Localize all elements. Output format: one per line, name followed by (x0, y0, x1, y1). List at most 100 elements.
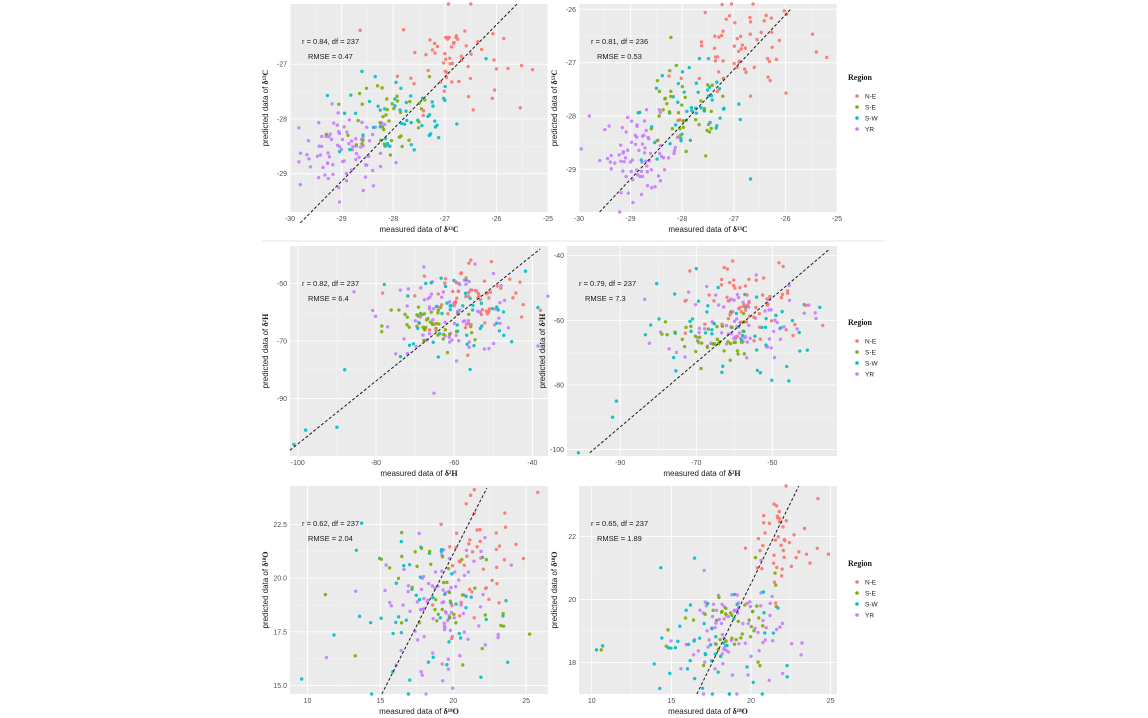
point-YR (674, 350, 679, 355)
point-YR (487, 346, 491, 351)
point-YR (440, 662, 444, 666)
point-YR (405, 304, 409, 308)
point-S-E (773, 571, 777, 575)
point-YR (673, 145, 677, 150)
point-N-E (821, 323, 825, 328)
y-tick-label: -28 (566, 114, 576, 121)
point-S-E (714, 642, 718, 646)
point-YR (679, 666, 683, 671)
point-YR (337, 200, 342, 204)
x-tick-label: 15 (667, 698, 675, 705)
point-YR (361, 188, 365, 193)
point-N-E (476, 291, 480, 295)
point-S-E (691, 618, 696, 622)
point-YR (439, 295, 444, 300)
point-S-E (707, 130, 712, 134)
point-S-E (501, 624, 506, 628)
x-axis-symbol: δ¹⁸O (733, 707, 748, 716)
point-YR (316, 175, 321, 180)
point-N-E (808, 561, 812, 565)
point-S-W (779, 326, 783, 330)
point-S-E (774, 583, 778, 587)
point-YR (371, 168, 375, 173)
point-N-E (732, 61, 736, 66)
point-N-E (740, 43, 745, 47)
y-axis-symbol: δ¹³C (550, 70, 559, 85)
point-S-W (740, 333, 745, 338)
point-YR (472, 559, 476, 563)
one-to-one-line (381, 487, 488, 695)
point-YR (326, 151, 330, 155)
y-tick-label: 20.0 (273, 576, 287, 583)
annotation-r: r = 0.79, df = 237 (579, 279, 636, 288)
point-S-W (360, 69, 364, 74)
point-N-E (481, 567, 486, 571)
point-S-W (785, 364, 789, 369)
point-YR (621, 169, 625, 173)
point-YR (363, 163, 368, 167)
point-YR (609, 167, 613, 171)
point-S-E (673, 330, 677, 334)
x-tick-label: 10 (304, 698, 312, 705)
point-YR (422, 298, 427, 302)
point-YR (769, 308, 773, 312)
point-YR (353, 589, 358, 593)
point-YR (772, 329, 776, 334)
point-YR (720, 632, 725, 637)
point-YR (684, 642, 688, 647)
point-YR (323, 173, 327, 177)
point-YR (629, 169, 634, 174)
point-S-W (523, 269, 528, 273)
point-S-W (496, 308, 500, 312)
point-YR (384, 563, 388, 567)
scatter-panel-O-1: 10 15 20 25 15.0 17.5 20.0 22.5 r = 0.62, df = 2… (261, 486, 548, 716)
legend-key-S-W (855, 602, 859, 606)
point-YR (764, 626, 768, 630)
point-S-W (697, 636, 702, 640)
point-S-E (441, 580, 446, 585)
legend-row-2: Region N-E S-E S-W YR (848, 318, 879, 378)
point-S-E (395, 94, 399, 98)
point-S-W (478, 326, 482, 331)
point-S-E (736, 352, 740, 356)
point-S-E (699, 341, 704, 345)
point-S-W (690, 109, 694, 113)
point-S-E (460, 593, 465, 597)
point-N-E (769, 16, 773, 20)
point-S-W (705, 310, 709, 314)
point-S-E (427, 549, 432, 554)
point-S-E (385, 108, 390, 112)
point-N-E (492, 58, 496, 62)
point-N-E (442, 281, 447, 285)
point-YR (726, 650, 731, 654)
point-YR (427, 332, 432, 336)
point-S-W (658, 686, 662, 691)
point-S-W (770, 378, 774, 383)
point-S-W (690, 317, 695, 321)
point-S-W (427, 133, 432, 138)
point-YR (717, 617, 722, 622)
legend-key-S-W (855, 361, 859, 365)
point-S-W (657, 317, 661, 321)
point-S-W (737, 102, 741, 106)
point-S-W (469, 595, 473, 599)
point-YR (406, 589, 410, 594)
point-S-W (680, 70, 685, 74)
point-S-W (643, 333, 648, 337)
point-YR (730, 593, 734, 597)
point-S-E (667, 110, 672, 114)
point-S-W (448, 307, 452, 312)
y-tick-label: -27 (277, 62, 287, 69)
point-YR (449, 585, 453, 590)
one-to-one-line (599, 8, 791, 213)
panel-background (290, 246, 548, 456)
point-N-E (792, 533, 796, 537)
point-YR (629, 119, 634, 123)
point-S-W (484, 57, 488, 61)
point-YR (630, 158, 635, 162)
point-S-E (740, 632, 744, 636)
point-N-E (697, 76, 702, 81)
point-N-E (760, 293, 765, 297)
point-N-E (725, 295, 729, 299)
point-S-W (780, 309, 784, 314)
